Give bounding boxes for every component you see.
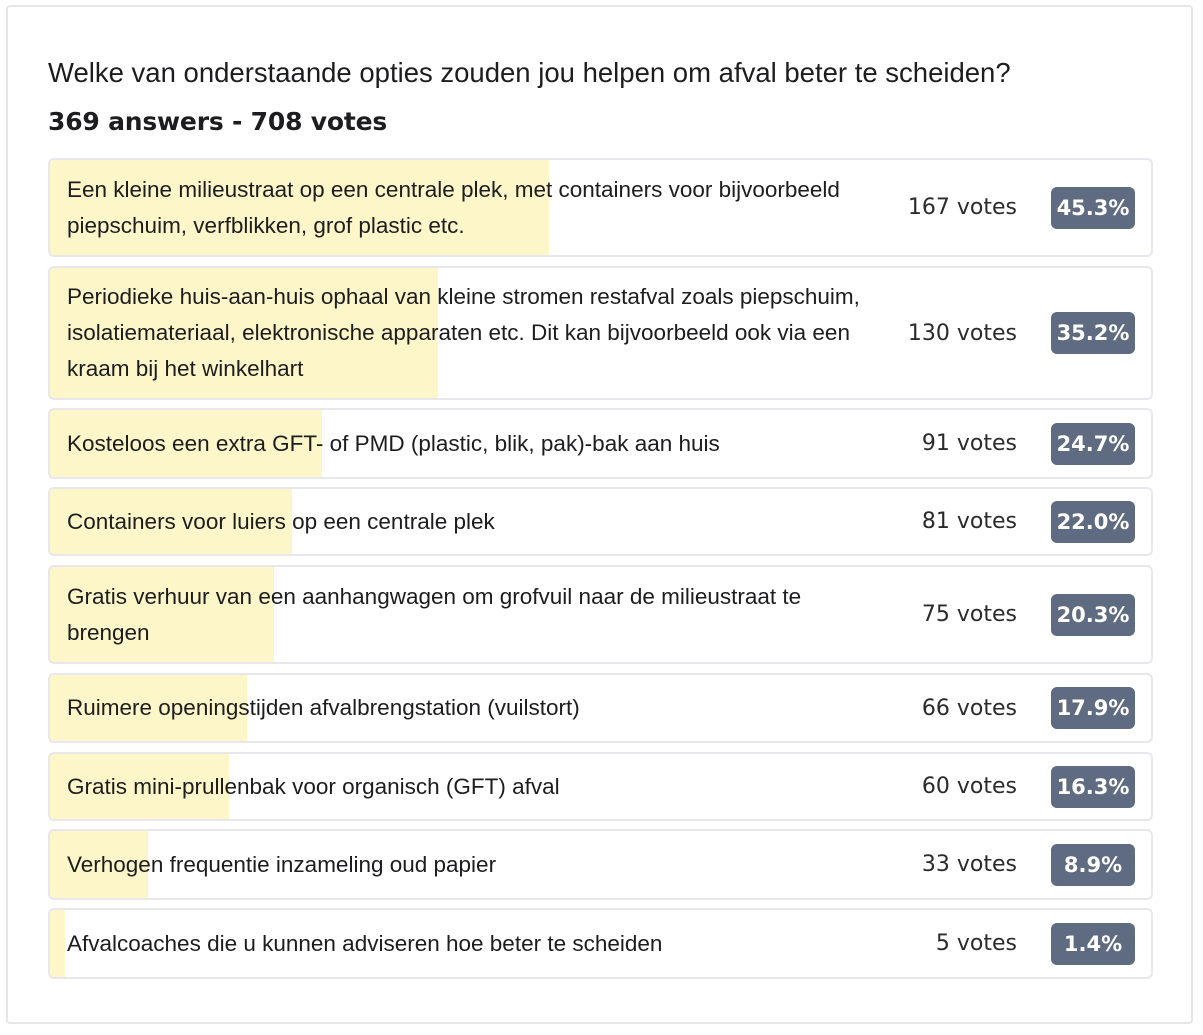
poll-card: Welke van onderstaande opties zouden jou… <box>6 5 1193 1024</box>
option-percent-badge: 17.9% <box>1051 687 1135 729</box>
option-result-bar <box>50 160 549 255</box>
poll-option: Verhogen frequentie inzameling oud papie… <box>48 829 1153 900</box>
option-vote-count: 33 votes <box>921 852 1017 877</box>
option-label: Verhogen frequentie inzameling oud papie… <box>67 851 497 877</box>
poll-summary: 369 answers - 708 votes <box>48 107 388 136</box>
option-vote-count: 75 votes <box>921 602 1017 627</box>
option-label: Kosteloos een extra GFT- of PMD (plastic… <box>67 430 720 456</box>
option-percent-badge: 24.7% <box>1051 422 1135 465</box>
option-percent-badge: 1.4% <box>1051 922 1135 965</box>
option-result-bar <box>50 754 230 819</box>
option-percent-badge: 20.3% <box>1051 593 1135 636</box>
option-label: Ruimere openingstijden afvalbrengstation… <box>67 695 580 720</box>
option-result-bar <box>50 831 148 898</box>
option-vote-count: 81 votes <box>921 509 1017 534</box>
poll-question: Welke van onderstaande opties zouden jou… <box>48 57 1011 88</box>
option-vote-count: 130 votes <box>907 320 1017 346</box>
option-result-bar <box>50 410 322 477</box>
option-result-bar <box>50 675 248 741</box>
poll-option: Gratis mini-prullenbak voor organisch (G… <box>48 752 1153 821</box>
option-result-bar <box>50 489 293 554</box>
option-percent-badge: 8.9% <box>1051 843 1135 886</box>
option-percent-badge: 16.3% <box>1051 765 1135 808</box>
option-percent-badge: 45.3% <box>1051 186 1135 229</box>
option-vote-count: 167 votes <box>907 195 1017 220</box>
poll-option: Kosteloos een extra GFT- of PMD (plastic… <box>48 408 1153 479</box>
option-percent-badge: 35.2% <box>1051 312 1135 354</box>
poll-option: Containers voor luiers op een centrale p… <box>48 487 1153 556</box>
poll-option: Ruimere openingstijden afvalbrengstation… <box>48 673 1153 743</box>
option-vote-count: 66 votes <box>921 695 1017 721</box>
option-label: Gratis mini-prullenbak voor organisch (G… <box>67 773 560 799</box>
option-label: Containers voor luiers op een centrale p… <box>67 508 495 534</box>
option-label: Periodieke huis-aan-huis ophaal van klei… <box>67 284 860 381</box>
option-percent-badge: 22.0% <box>1051 500 1135 543</box>
option-vote-count: 5 votes <box>935 931 1017 956</box>
poll-option: Afvalcoaches die u kunnen adviseren hoe … <box>48 908 1153 979</box>
option-label: Een kleine milieustraat op een centrale … <box>67 176 840 238</box>
option-vote-count: 60 votes <box>921 774 1017 799</box>
option-result-bar <box>50 567 274 662</box>
poll-option: Gratis verhuur van een aanhangwagen om g… <box>48 565 1153 664</box>
option-label: Gratis verhuur van een aanhangwagen om g… <box>67 583 802 645</box>
option-label: Afvalcoaches die u kunnen adviseren hoe … <box>67 930 663 956</box>
option-result-bar <box>50 910 66 977</box>
option-vote-count: 91 votes <box>921 431 1017 456</box>
option-result-bar <box>50 268 438 398</box>
poll-option: Een kleine milieustraat op een centrale … <box>48 158 1153 257</box>
poll-option: Periodieke huis-aan-huis ophaal van klei… <box>48 266 1153 400</box>
